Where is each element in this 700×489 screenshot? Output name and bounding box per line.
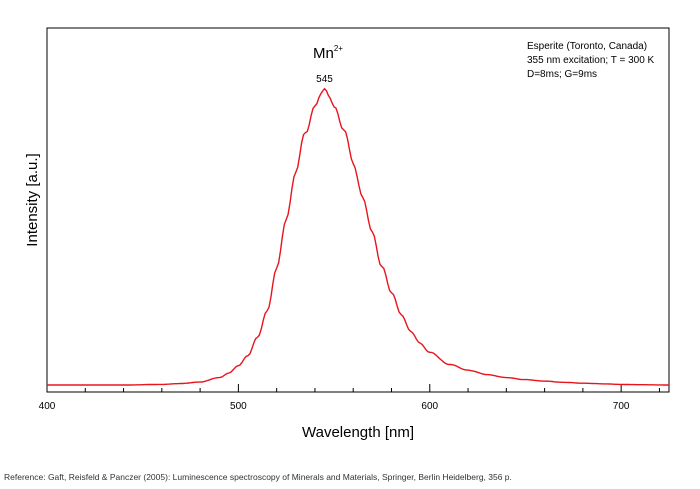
x-axis-label: Wavelength [nm] bbox=[302, 424, 414, 441]
x-axis-ticks: 400 500 600 700 bbox=[39, 384, 630, 412]
x-tick-label: 400 bbox=[39, 401, 56, 412]
info-box: Esperite (Toronto, Canada) 355 nm excita… bbox=[527, 41, 655, 80]
info-line-excitation: 355 nm excitation; T = 300 K bbox=[527, 55, 655, 66]
series-layer bbox=[47, 87, 669, 386]
info-line-gate: D=8ms; G=9ms bbox=[527, 69, 597, 80]
ion-label-base: Mn bbox=[313, 45, 334, 62]
x-tick-label: 700 bbox=[613, 401, 630, 412]
reference-note: Reference: Gaft, Reisfeld & Panczer (200… bbox=[4, 472, 512, 482]
info-line-sample: Esperite (Toronto, Canada) bbox=[527, 41, 647, 52]
x-tick-label: 500 bbox=[230, 401, 247, 412]
minor-ticks bbox=[84, 388, 660, 392]
series-line bbox=[47, 87, 669, 386]
ion-label-superscript: 2+ bbox=[334, 44, 343, 53]
ion-label: Mn2+ bbox=[313, 44, 343, 62]
peak-label: 545 bbox=[316, 74, 333, 85]
plot-area-frame bbox=[46, 27, 670, 393]
y-axis-label: Intensity [a.u.] bbox=[24, 153, 41, 246]
x-tick-label: 600 bbox=[421, 401, 438, 412]
